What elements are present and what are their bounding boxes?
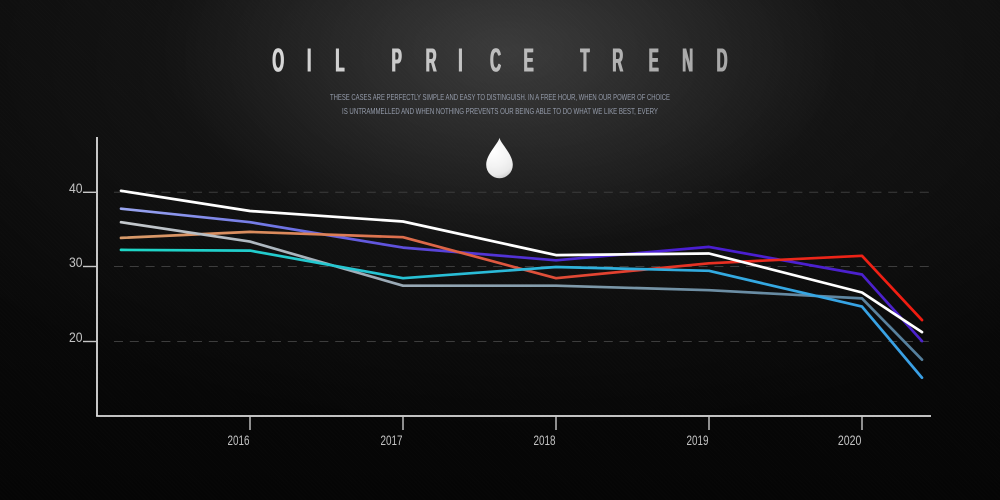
svg-text:2020: 2020 <box>838 432 862 448</box>
svg-text:2019: 2019 <box>687 432 709 448</box>
svg-text:L: L <box>336 40 345 79</box>
svg-text:E: E <box>648 40 658 79</box>
svg-text:R: R <box>612 40 623 79</box>
svg-text:I: I <box>308 40 312 79</box>
svg-text:2018: 2018 <box>534 432 556 448</box>
svg-text:D: D <box>716 40 727 79</box>
svg-text:L: L <box>335 40 344 79</box>
svg-text:2017: 2017 <box>381 432 403 448</box>
svg-text:E: E <box>523 40 533 79</box>
svg-text:40: 40 <box>69 180 83 196</box>
svg-text:T: T <box>580 40 589 79</box>
svg-text:C: C <box>490 40 501 79</box>
svg-text:E: E <box>649 40 659 79</box>
svg-text:E: E <box>524 40 534 79</box>
svg-text:O: O <box>273 40 285 79</box>
svg-text:IS UNTRAMMELLED AND WHEN NOTHI: IS UNTRAMMELLED AND WHEN NOTHING PREVENT… <box>342 106 658 116</box>
svg-text:C: C <box>490 40 501 79</box>
svg-text:D: D <box>717 40 728 79</box>
svg-text:2016: 2016 <box>228 432 250 448</box>
svg-text:R: R <box>613 40 624 79</box>
svg-text:O: O <box>272 40 284 79</box>
svg-text:I: I <box>459 40 463 79</box>
svg-text:N: N <box>682 40 693 79</box>
svg-text:P: P <box>391 40 401 79</box>
svg-text:N: N <box>683 40 694 79</box>
svg-text:R: R <box>425 40 436 79</box>
svg-text:20: 20 <box>69 329 83 345</box>
svg-text:THESE CASES ARE PERFECTLY SIMP: THESE CASES ARE PERFECTLY SIMPLE AND EAS… <box>330 92 670 102</box>
svg-text:I: I <box>307 40 311 79</box>
svg-text:I: I <box>458 40 462 79</box>
svg-text:30: 30 <box>69 254 83 270</box>
svg-text:T: T <box>581 40 590 79</box>
svg-text:R: R <box>426 40 437 79</box>
svg-text:P: P <box>392 40 402 79</box>
